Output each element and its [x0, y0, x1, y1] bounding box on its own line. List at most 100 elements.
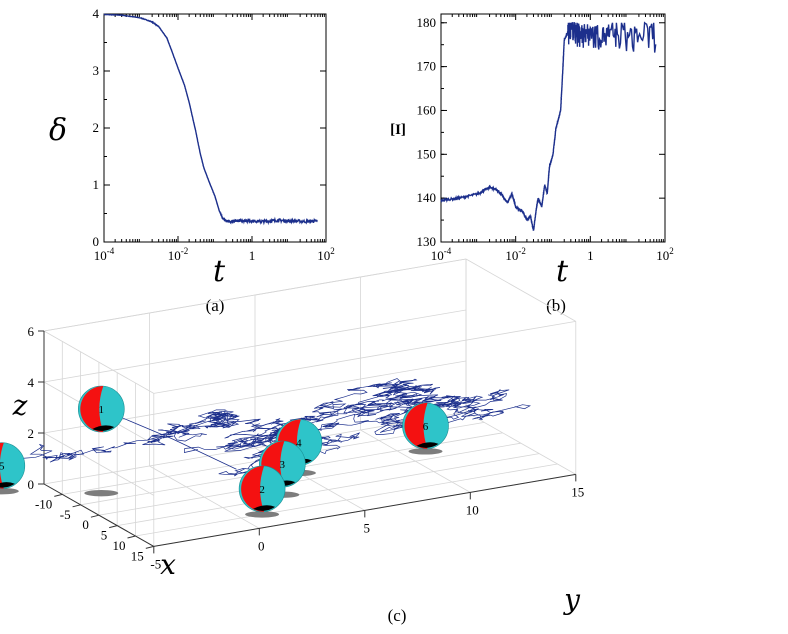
box-edge	[43, 258, 467, 332]
trajectory-link	[101, 408, 237, 470]
trajectory-path	[184, 378, 441, 453]
particle-shadow	[408, 448, 443, 455]
panel-c-trajectory	[10, 378, 531, 477]
particle-5: 5	[0, 442, 26, 489]
panel-c-particles: 5 1 4 6 3 2	[0, 385, 449, 518]
x-tick-label: 10-2	[168, 246, 189, 263]
box-edge	[153, 321, 576, 394]
box-edge	[465, 258, 576, 322]
y-tick-label: 150	[417, 146, 437, 161]
y-tick-label: 1	[93, 177, 100, 192]
x-tick-mark	[90, 514, 100, 518]
particle-shadow	[0, 488, 19, 495]
x-tick-label: -10	[35, 496, 52, 511]
particle-label: 1	[99, 404, 105, 416]
particle-label: 2	[259, 484, 265, 496]
x-tick-label: 1	[249, 248, 256, 263]
particle-shadow	[84, 489, 119, 497]
panel-a-caption: (a)	[206, 296, 225, 315]
grid-line	[149, 465, 260, 529]
panel-a-xlabel: t	[213, 254, 226, 289]
y-tick-label: 2	[93, 120, 100, 135]
y-tick-label: 4	[93, 6, 100, 21]
particle-label: 5	[0, 461, 5, 473]
x-tick-label: 15	[131, 548, 144, 563]
series-line-angle	[440, 21, 657, 232]
panel-b-series	[440, 21, 657, 232]
x-tick-label: 10	[113, 538, 126, 553]
y-tick-label: -5	[150, 556, 161, 571]
x-tick-label: 10-4	[431, 246, 452, 263]
panel-a-frame	[103, 13, 327, 243]
y-tick-label: 0	[258, 538, 265, 553]
particle-label: 6	[423, 421, 429, 433]
panel-a-ylabel: δ	[49, 113, 67, 148]
particle-label: 4	[296, 437, 302, 449]
panel-b-frame	[440, 13, 666, 243]
y-tick-label: 130	[417, 234, 437, 249]
particle-6: 6	[402, 402, 449, 450]
y-tick-label: 5	[364, 520, 371, 535]
panel-c-zlabel: z	[12, 389, 28, 422]
z-tick-label: 4	[28, 375, 35, 390]
panel-b: 10-4 10-2 1 102 130 140 150 160 170 180 [I] t (b)	[390, 13, 674, 315]
y-tick-label: 180	[417, 15, 437, 30]
x-tick-mark	[145, 545, 154, 549]
panel-b-xlabel: t	[556, 254, 569, 289]
x-tick-mark	[109, 525, 118, 529]
x-tick-label: -5	[60, 507, 71, 522]
x-tick-label: 10-2	[505, 246, 526, 263]
grid-line	[43, 330, 154, 394]
panel-a-series	[103, 13, 318, 226]
x-tick-mark	[54, 493, 63, 497]
particle-shadow	[245, 511, 280, 518]
particle-red-cap	[404, 402, 428, 449]
x-tick-label: 102	[656, 246, 674, 263]
particle-1: 1	[78, 385, 125, 433]
grid-line	[465, 411, 576, 475]
panel-c-grid	[43, 258, 577, 547]
particle-label: 3	[280, 459, 286, 471]
panel-a: 10-4 10-2 1 102 0 1 2 3 4 δ t (a)	[49, 6, 335, 315]
particle-2: 2	[238, 465, 286, 513]
particle-red-cap	[80, 386, 104, 432]
particle-sphere	[0, 442, 26, 489]
panel-c-caption: (c)	[388, 606, 407, 625]
x-tick-mark	[127, 535, 136, 539]
grid-line	[43, 432, 154, 496]
grid-line	[43, 309, 467, 383]
panel-c-xlabel: x	[160, 548, 176, 581]
particle-black-cap	[92, 425, 115, 431]
y-tick-label: 15	[571, 484, 584, 499]
y-tick-label: 140	[417, 190, 437, 205]
z-tick-label: 2	[28, 426, 35, 441]
panel-b-caption: (b)	[546, 296, 566, 315]
trajectory-path	[328, 393, 504, 435]
y-tick-label: 10	[466, 502, 479, 517]
x-tick-label: 5	[101, 528, 108, 543]
particle-black-cap	[416, 442, 439, 448]
panel-c-ylabel: y	[562, 583, 581, 616]
particle-black-cap	[0, 482, 15, 488]
particle-black-cap	[253, 505, 276, 511]
panel-b-ticks: 10-4 10-2 1 102 130 140 150 160 170 180	[417, 14, 674, 263]
x-tick-label: 102	[317, 246, 335, 263]
y-tick-label: 160	[417, 102, 437, 117]
trajectory-path	[10, 409, 284, 463]
y-tick-label: 0	[93, 234, 100, 249]
y-tick-label: 170	[417, 59, 437, 74]
x-tick-mark	[72, 504, 81, 508]
series-line-delta	[103, 13, 318, 226]
x-tick-label: 1	[587, 248, 594, 263]
z-tick-label: 0	[28, 477, 35, 492]
panel-b-ylabel: [I]	[390, 122, 406, 138]
grid-line	[360, 429, 471, 493]
x-tick-label: 10-4	[94, 246, 115, 263]
y-tick-label: 3	[93, 63, 100, 78]
x-tick-label: 0	[82, 517, 89, 532]
particle-red-cap	[241, 465, 265, 512]
z-tick-label: 6	[28, 324, 35, 339]
